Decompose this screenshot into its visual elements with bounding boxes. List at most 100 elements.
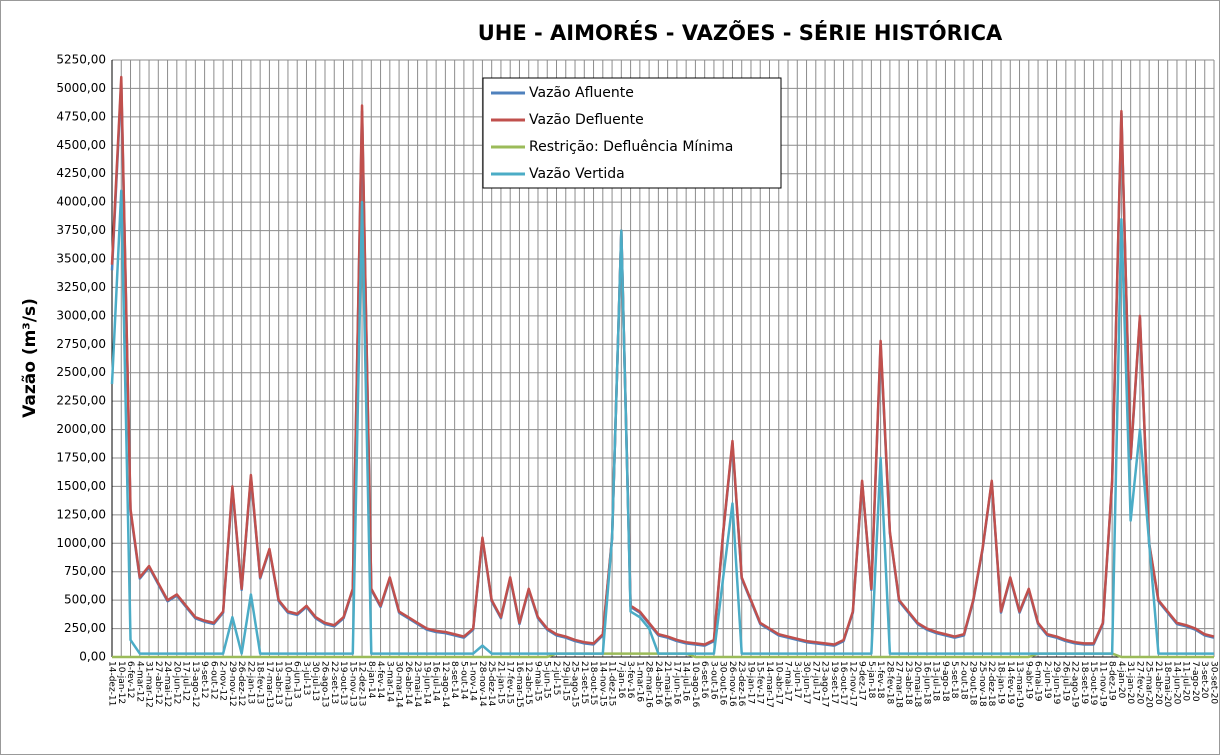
x-tick-label: 24-abr-16 (653, 661, 663, 705)
y-tick-label: 4500,00 (56, 138, 106, 152)
x-tick-label: 4-fev-14 (375, 661, 385, 699)
x-tick-label: 6-mai-19 (1033, 661, 1043, 702)
y-tick-label: 250,00 (64, 621, 106, 635)
x-tick-label: 1-nov-14 (468, 661, 478, 701)
x-tick-label: 20-mai-18 (912, 661, 922, 707)
x-tick-label: 13-abr-13 (273, 661, 283, 705)
x-tick-label: 14-fev-19 (1005, 661, 1015, 704)
x-tick-label: 27-jul-17 (810, 661, 820, 701)
x-tick-label: 14-jun-20 (1171, 661, 1181, 705)
x-tick-label: 3-out-16 (708, 661, 718, 700)
y-tick-label: 2000,00 (56, 422, 106, 436)
x-tick-label: 9-dez-17 (857, 661, 867, 701)
x-tick-label: 16-mar-15 (514, 661, 524, 708)
x-tick-label: 10-jan-12 (116, 661, 126, 704)
x-tick-label: 14-nov-15 (597, 661, 607, 707)
plot-lines (110, 75, 1215, 659)
legend-label: Vazão Defluente (529, 112, 644, 128)
x-tick-label: 30-mar-14 (394, 661, 404, 708)
x-tick-label: 23-ago-17 (820, 661, 830, 707)
x-tick-label: 17-fev-15 (505, 661, 515, 704)
x-tick-label: 10-abr-17 (773, 661, 783, 705)
x-tick-label: 7-mai-17 (783, 661, 793, 701)
x-tick-label: 18-jan-19 (996, 661, 1006, 704)
x-tick-label: 26-dez-12 (236, 661, 246, 706)
legend-label: Vazão Vertida (529, 166, 625, 182)
x-tick-label: 26-ago-13 (319, 661, 329, 707)
y-tick-label: 5000,00 (56, 81, 106, 95)
y-tick-label: 4750,00 (56, 109, 106, 123)
x-tick-label: 12-ago-14 (440, 661, 450, 708)
x-tick-label: 22-ago-19 (1070, 661, 1080, 708)
x-tick-label: 28-fev-18 (884, 661, 894, 704)
x-tick-label: 10-mai-13 (282, 661, 292, 707)
y-tick-label: 1750,00 (56, 451, 106, 465)
y-tick-label: 0,00 (79, 650, 106, 664)
x-tick-label: 29-out-18 (968, 661, 978, 706)
x-tick-label: 30-out-16 (718, 661, 728, 706)
legend-box (482, 77, 782, 189)
x-tick-label: 2-out-18 (958, 661, 968, 700)
legend-label: Restrição: Defluência Mínima (529, 139, 733, 155)
x-tick-label: 18-set-19 (1079, 661, 1089, 704)
x-tick-label: 26-jul-19 (1060, 661, 1070, 701)
x-tick-label: 2-jun-19 (1042, 661, 1052, 699)
x-tick-label: 26-abr-14 (403, 661, 413, 705)
y-tick-label: 500,00 (64, 593, 106, 607)
x-tick-label: 22-dez-18 (986, 661, 996, 707)
x-tick-label: 5-jun-15 (542, 661, 552, 699)
x-tick-label: 19-out-13 (338, 661, 348, 705)
x-tick-label: 8-set-14 (449, 661, 459, 699)
x-tick-label: 11-nov-19 (1097, 661, 1107, 707)
x-tick-label: 6-out-12 (208, 661, 218, 700)
x-tick-label: 3-jul-13 (301, 661, 311, 695)
x-tick-label: 2-jul-15 (551, 661, 561, 695)
x-tick-label: 26-nov-16 (727, 661, 737, 707)
x-tick-label: 15-nov-13 (347, 661, 357, 707)
x-tick-label: 20-jun-12 (171, 661, 181, 704)
x-tick-label: 6-fev-12 (125, 661, 135, 698)
y-tick-label: 1000,00 (56, 536, 106, 550)
x-tick-label: 4-jan-20 (1116, 661, 1126, 699)
x-tick-label: 11-dez-15 (607, 661, 617, 706)
x-tick-label: 8-dez-19 (1107, 661, 1117, 701)
x-tick-label: 5-jan-18 (866, 661, 876, 699)
y-tick-label: 2250,00 (56, 394, 106, 408)
y-tick-label: 3750,00 (56, 223, 106, 237)
chart-title: UHE - AIMORÉS - VAZÕES - SÉRIE HISTÓRICA (478, 20, 1003, 45)
x-tick-label: 16-jun-18 (921, 661, 931, 705)
x-tick-label: 29-jul-15 (560, 661, 570, 701)
x-tick-label: 8-jan-14 (366, 661, 376, 699)
x-tick-label: 27-abr-12 (153, 661, 163, 705)
x-tick-label: 29-nov-12 (227, 661, 237, 707)
x-tick-label: 21-jan-15 (495, 661, 505, 704)
x-tick-label: 30-jun-17 (801, 661, 811, 704)
x-tick-label: 15-out-19 (1088, 661, 1098, 706)
x-tick-label: 30-jul-13 (310, 661, 320, 701)
x-tick-label: 24-mai-12 (162, 661, 172, 707)
y-tick-label: 2500,00 (56, 365, 106, 379)
x-tick-label: 22-set-13 (329, 661, 339, 704)
x-tick-label: 12-nov-17 (847, 661, 857, 707)
x-tick-label: 19-jan-17 (745, 661, 755, 704)
x-tick-label: 13-ago-12 (190, 661, 200, 707)
x-tick-label: 14-jul-16 (681, 661, 691, 701)
x-tick-label: 29-jun-19 (1051, 661, 1061, 705)
x-tick-label: 1-fev-18 (875, 661, 885, 699)
x-tick-label: 5-set-18 (949, 661, 959, 699)
x-tick-label: 23-mai-14 (412, 661, 422, 707)
x-tick-label: 9-set-12 (199, 661, 209, 698)
legend-label: Vazão Afluente (529, 85, 634, 101)
x-tick-label: 21-mai-16 (662, 661, 672, 707)
x-tick-label: 13-jul-18 (931, 661, 941, 701)
x-tick-label: 28-mar-16 (644, 661, 654, 708)
x-tick-label: 27-mar-18 (894, 661, 904, 708)
x-tick-label: 25-mar-20 (1144, 661, 1154, 708)
x-tick-label: 25-dez-14 (486, 661, 496, 707)
x-tick-label: 7-ago-20 (1190, 661, 1200, 702)
x-tick-label: 18-out-15 (588, 661, 598, 705)
legend: Vazão Afluente Vazão Defluente Restrição: … (482, 77, 782, 189)
y-axis-label: Vazão (m³/s) (20, 298, 40, 418)
x-tick-label: 23-abr-18 (903, 661, 913, 705)
